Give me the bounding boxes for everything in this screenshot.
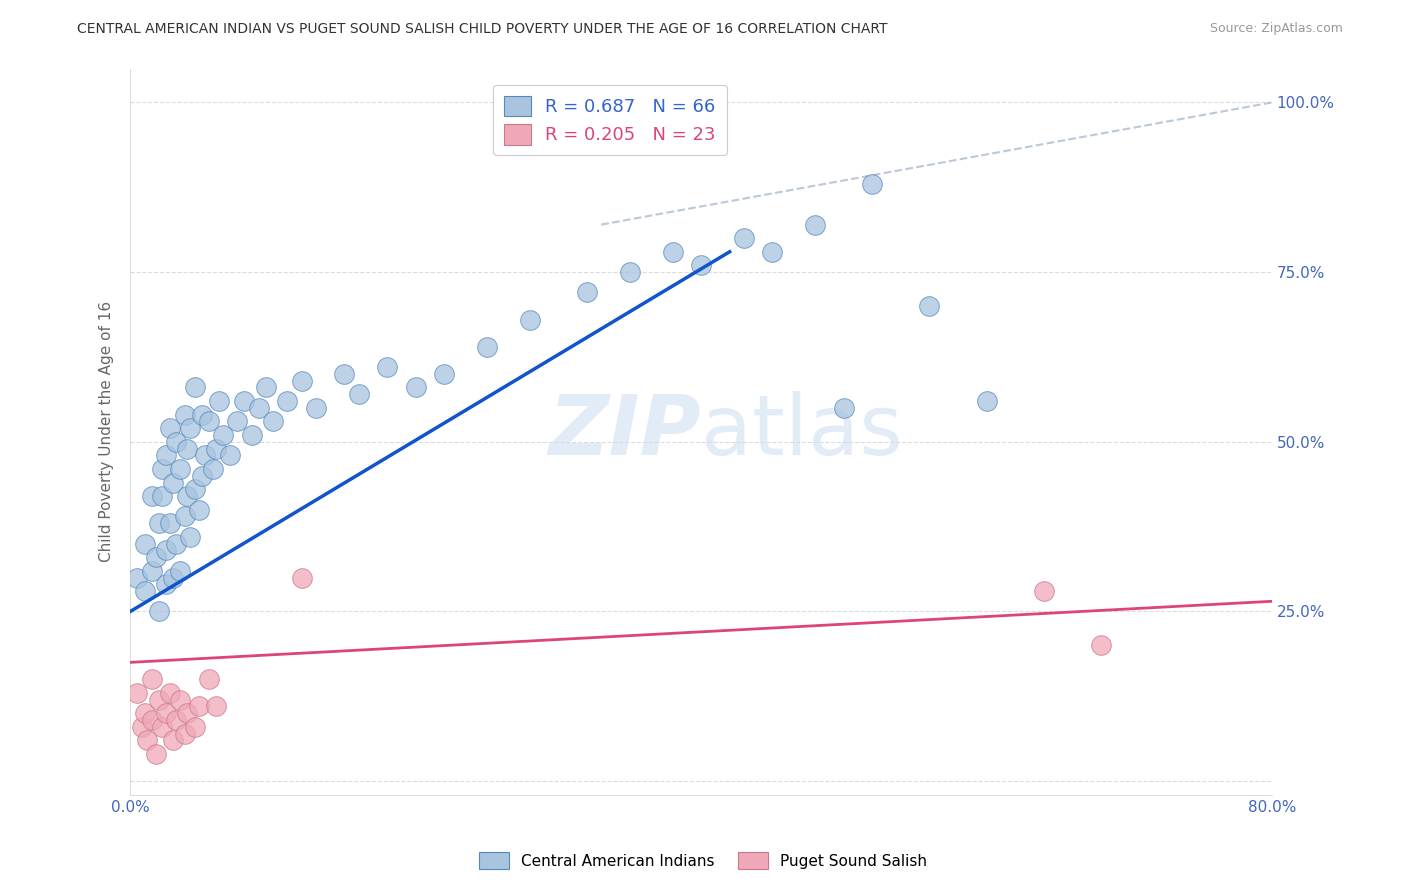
Point xyxy=(165,536,187,550)
Point xyxy=(183,720,205,734)
Point xyxy=(733,231,755,245)
Point xyxy=(212,428,235,442)
Point xyxy=(155,577,177,591)
Point xyxy=(208,394,231,409)
Point xyxy=(179,421,201,435)
Point xyxy=(155,543,177,558)
Point xyxy=(575,285,598,300)
Point xyxy=(262,414,284,428)
Point xyxy=(860,177,883,191)
Point xyxy=(219,448,242,462)
Point xyxy=(198,673,221,687)
Y-axis label: Child Poverty Under the Age of 16: Child Poverty Under the Age of 16 xyxy=(100,301,114,562)
Point xyxy=(173,509,195,524)
Point xyxy=(155,706,177,721)
Point xyxy=(155,448,177,462)
Point xyxy=(127,570,149,584)
Text: ZIP: ZIP xyxy=(548,391,702,472)
Point xyxy=(205,699,228,714)
Point xyxy=(918,299,941,313)
Point xyxy=(169,564,191,578)
Point xyxy=(226,414,249,428)
Point xyxy=(519,312,541,326)
Point xyxy=(619,265,641,279)
Point xyxy=(205,442,228,456)
Point xyxy=(150,720,173,734)
Point xyxy=(187,502,209,516)
Point xyxy=(804,218,827,232)
Point xyxy=(148,692,170,706)
Point xyxy=(290,570,312,584)
Point xyxy=(165,713,187,727)
Point xyxy=(165,434,187,449)
Point xyxy=(233,394,256,409)
Point xyxy=(333,367,356,381)
Point xyxy=(159,421,181,435)
Point xyxy=(690,258,713,272)
Point xyxy=(131,720,153,734)
Point xyxy=(190,408,212,422)
Point xyxy=(169,462,191,476)
Point xyxy=(134,584,156,599)
Point xyxy=(134,536,156,550)
Point xyxy=(347,387,370,401)
Point xyxy=(134,706,156,721)
Text: CENTRAL AMERICAN INDIAN VS PUGET SOUND SALISH CHILD POVERTY UNDER THE AGE OF 16 : CENTRAL AMERICAN INDIAN VS PUGET SOUND S… xyxy=(77,22,887,37)
Point xyxy=(240,428,263,442)
Point xyxy=(141,673,163,687)
Point xyxy=(176,706,198,721)
Point xyxy=(1090,639,1112,653)
Point xyxy=(761,244,783,259)
Point xyxy=(176,442,198,456)
Point xyxy=(173,726,195,740)
Point xyxy=(475,340,498,354)
Point xyxy=(375,360,398,375)
Point xyxy=(162,475,184,490)
Text: Source: ZipAtlas.com: Source: ZipAtlas.com xyxy=(1209,22,1343,36)
Point xyxy=(141,564,163,578)
Point xyxy=(141,713,163,727)
Point xyxy=(162,570,184,584)
Point xyxy=(661,244,683,259)
Point xyxy=(145,550,167,565)
Point xyxy=(141,489,163,503)
Point xyxy=(405,380,427,394)
Point xyxy=(976,394,998,409)
Point xyxy=(832,401,855,415)
Point xyxy=(276,394,298,409)
Point xyxy=(127,686,149,700)
Point xyxy=(179,530,201,544)
Point xyxy=(159,516,181,531)
Point xyxy=(150,462,173,476)
Point xyxy=(290,374,312,388)
Point xyxy=(433,367,456,381)
Point xyxy=(305,401,328,415)
Point xyxy=(187,699,209,714)
Point xyxy=(190,468,212,483)
Point xyxy=(145,747,167,761)
Point xyxy=(1032,584,1054,599)
Point xyxy=(136,733,159,747)
Point xyxy=(202,462,225,476)
Point xyxy=(173,408,195,422)
Point xyxy=(183,483,205,497)
Text: atlas: atlas xyxy=(702,391,903,472)
Point xyxy=(169,692,191,706)
Point xyxy=(193,448,215,462)
Point xyxy=(198,414,221,428)
Point xyxy=(148,516,170,531)
Point xyxy=(247,401,270,415)
Point xyxy=(148,604,170,618)
Legend: R = 0.687   N = 66, R = 0.205   N = 23: R = 0.687 N = 66, R = 0.205 N = 23 xyxy=(494,85,727,155)
Point xyxy=(159,686,181,700)
Legend: Central American Indians, Puget Sound Salish: Central American Indians, Puget Sound Sa… xyxy=(472,846,934,875)
Point xyxy=(254,380,277,394)
Point xyxy=(162,733,184,747)
Point xyxy=(176,489,198,503)
Point xyxy=(150,489,173,503)
Point xyxy=(183,380,205,394)
